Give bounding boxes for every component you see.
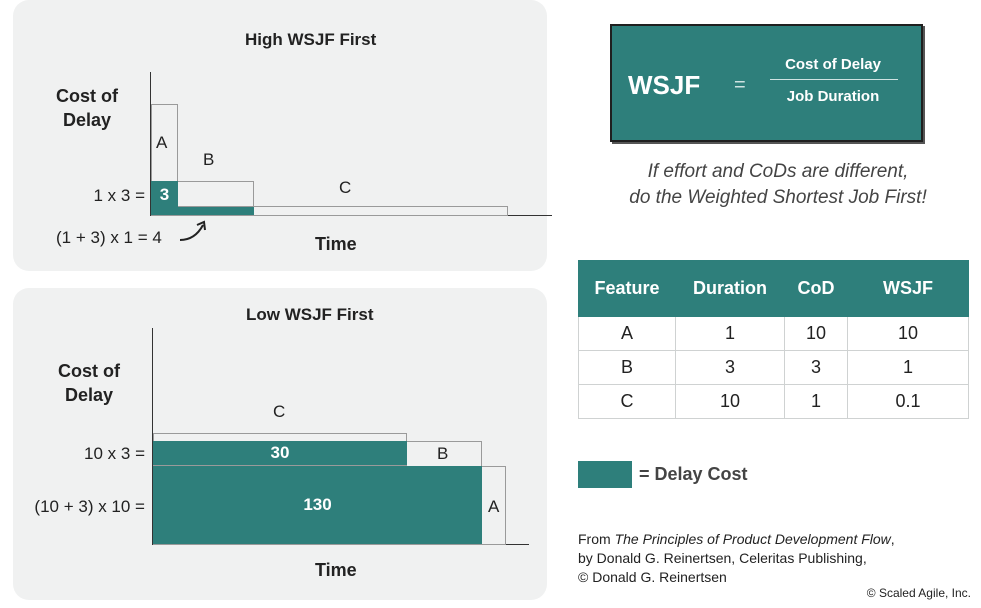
high-wsjf-title: High WSJF First: [245, 30, 377, 49]
high-fill-3: 3: [151, 181, 178, 208]
low-eq-2: (10 + 3) x 10 =: [34, 497, 145, 516]
table-header: Duration: [675, 260, 785, 317]
low-y-axis: [152, 328, 153, 545]
copyright-notice: © Scaled Agile, Inc.: [866, 586, 971, 600]
table-cell: A: [578, 316, 676, 351]
wsjf-note-line2: do the Weighted Shortest Job First!: [629, 187, 927, 208]
low-label-b: B: [437, 444, 449, 463]
table-cell: C: [578, 384, 676, 419]
high-fill-3-text: 3: [159, 184, 170, 204]
low-fill-30: 30: [153, 441, 407, 465]
table-cell: 10: [784, 316, 848, 351]
credit-prefix: From: [578, 531, 615, 547]
low-eq-1: 10 x 3 =: [84, 444, 145, 463]
high-ylabel: Cost of Delay: [56, 86, 118, 130]
legend-swatch: [578, 461, 632, 488]
high-label-a: A: [156, 133, 168, 152]
wsjf-formula-lhs: WSJF: [628, 70, 701, 100]
high-eq-2: (1 + 3) x 1 = 4: [56, 228, 162, 247]
table-cell: 1: [675, 316, 785, 351]
high-y-axis: [150, 72, 151, 216]
high-xlabel: Time: [315, 234, 357, 254]
table-cell: 10: [675, 384, 785, 419]
high-eq-1: 1 x 3 =: [93, 186, 145, 205]
feature-table: Feature Duration CoD WSJF A 1 10 10 B 3 …: [578, 260, 969, 419]
table-header-row: Feature Duration CoD WSJF: [578, 260, 969, 317]
table-header: CoD: [784, 260, 848, 317]
credit-line1: From The Principles of Product Developme…: [578, 530, 895, 549]
table-cell: 3: [784, 350, 848, 385]
low-ylabel: Cost of Delay: [58, 361, 120, 405]
credit-line3: © Donald G. Reinertsen: [578, 569, 727, 585]
wsjf-denominator: Job Duration: [786, 88, 880, 105]
low-wsjf-panel: Low WSJF First Cost of Delay C B A 30 13…: [13, 288, 547, 600]
low-label-c: C: [273, 402, 286, 421]
wsjf-formula-box: WSJF = Cost of Delay Job Duration: [610, 24, 923, 142]
table-header: Feature: [578, 260, 676, 317]
low-fill-30-text: 30: [270, 443, 290, 462]
high-label-b: B: [203, 150, 215, 169]
table-row: B 3 3 1: [578, 350, 969, 385]
low-wsjf-title: Low WSJF First: [246, 305, 374, 324]
table-cell: B: [578, 350, 676, 385]
table-cell: 1: [784, 384, 848, 419]
wsjf-note-line1: If effort and CoDs are different,: [647, 161, 909, 182]
table-header: WSJF: [847, 260, 969, 317]
table-row: C 10 1 0.1: [578, 384, 969, 419]
curved-arrow-icon: [179, 220, 206, 241]
low-label-a: A: [488, 497, 500, 516]
wsjf-numerator: Cost of Delay: [785, 56, 881, 73]
legend-label: = Delay Cost: [639, 464, 748, 484]
high-label-c: C: [339, 178, 352, 197]
high-fill-4: [151, 207, 254, 215]
low-fill-130-text: 130: [303, 495, 332, 514]
source-credit: From The Principles of Product Developme…: [578, 530, 895, 587]
table-cell: 3: [675, 350, 785, 385]
high-wsjf-panel: High WSJF First Cost of Delay A B C 3 1 …: [13, 0, 552, 271]
low-xlabel: Time: [315, 560, 357, 580]
table-cell: 10: [847, 316, 969, 351]
table-cell: 0.1: [847, 384, 969, 419]
credit-book-title: The Principles of Product Development Fl…: [614, 531, 891, 547]
credit-line2: by Donald G. Reinertsen, Celeritas Publi…: [578, 550, 867, 566]
table-cell: 1: [847, 350, 969, 385]
table-row: A 1 10 10: [578, 316, 969, 351]
low-fill-130: 130: [153, 466, 482, 544]
wsjf-formula-equals: =: [734, 74, 746, 96]
credit-suffix: ,: [890, 531, 895, 547]
fraction-bar: [770, 79, 898, 80]
